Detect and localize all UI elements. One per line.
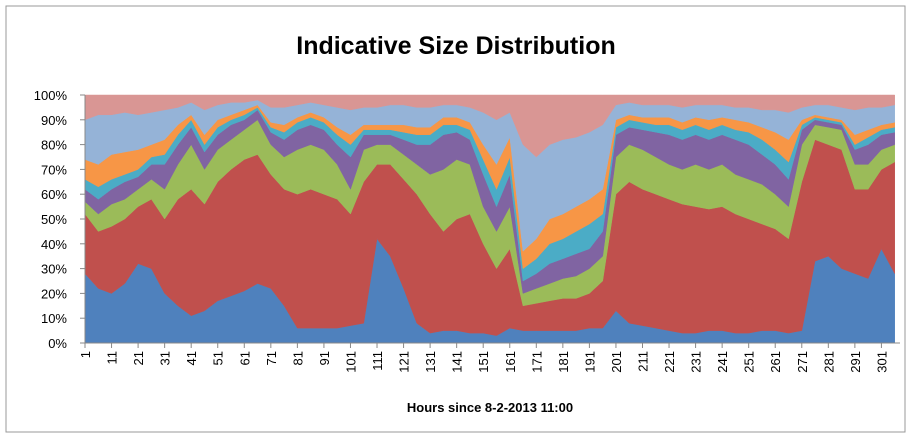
x-axis-title: Hours since 8-2-2013 11:00 <box>407 400 573 415</box>
y-tick-label: 30% <box>41 262 67 277</box>
y-tick-label: 70% <box>41 162 67 177</box>
x-tick-label: 81 <box>290 351 305 365</box>
x-tick-label: 31 <box>158 351 173 365</box>
x-tick-label: 41 <box>184 351 199 365</box>
y-tick-label: 10% <box>41 311 67 326</box>
x-tick-label: 121 <box>397 351 412 373</box>
x-tick-label: 291 <box>848 351 863 373</box>
y-tick-label: 80% <box>41 138 67 153</box>
x-tick-label: 91 <box>317 351 332 365</box>
x-tick-label: 231 <box>689 351 704 373</box>
x-tick-label: 221 <box>662 351 677 373</box>
y-tick-label: 90% <box>41 113 67 128</box>
x-tick-label: 131 <box>423 351 438 373</box>
y-tick-label: 40% <box>41 237 67 252</box>
x-tick-label: 1 <box>78 351 93 358</box>
x-tick-label: 101 <box>343 351 358 373</box>
x-tick-label: 51 <box>211 351 226 365</box>
x-tick-label: 71 <box>264 351 279 365</box>
x-tick-label: 61 <box>237 351 252 365</box>
x-tick-label: 171 <box>529 351 544 373</box>
x-tick-label: 21 <box>131 351 146 365</box>
y-tick-label: 20% <box>41 286 67 301</box>
y-tick-label: 50% <box>41 212 67 227</box>
x-tick-label: 161 <box>503 351 518 373</box>
x-tick-label: 261 <box>768 351 783 373</box>
x-tick-label: 281 <box>821 351 836 373</box>
x-tick-label: 271 <box>795 351 810 373</box>
x-tick-label: 301 <box>874 351 889 373</box>
x-tick-label: 151 <box>476 351 491 373</box>
y-tick-label: 0% <box>48 336 67 351</box>
area <box>84 94 895 158</box>
x-tick-label: 111 <box>370 351 385 371</box>
x-tick-label: 201 <box>609 351 624 373</box>
x-tick-label: 181 <box>556 351 571 373</box>
y-tick-label: 60% <box>41 187 67 202</box>
x-tick-label: 141 <box>450 351 465 373</box>
x-tick-label: 251 <box>742 351 757 373</box>
x-tick-label: 211 <box>635 351 650 372</box>
x-tick-label: 191 <box>582 351 597 373</box>
y-tick-label: 100% <box>34 88 68 103</box>
x-tick-label: 241 <box>715 351 730 373</box>
x-tick-label: 11 <box>105 351 120 365</box>
chart-title: Indicative Size Distribution <box>296 32 616 60</box>
